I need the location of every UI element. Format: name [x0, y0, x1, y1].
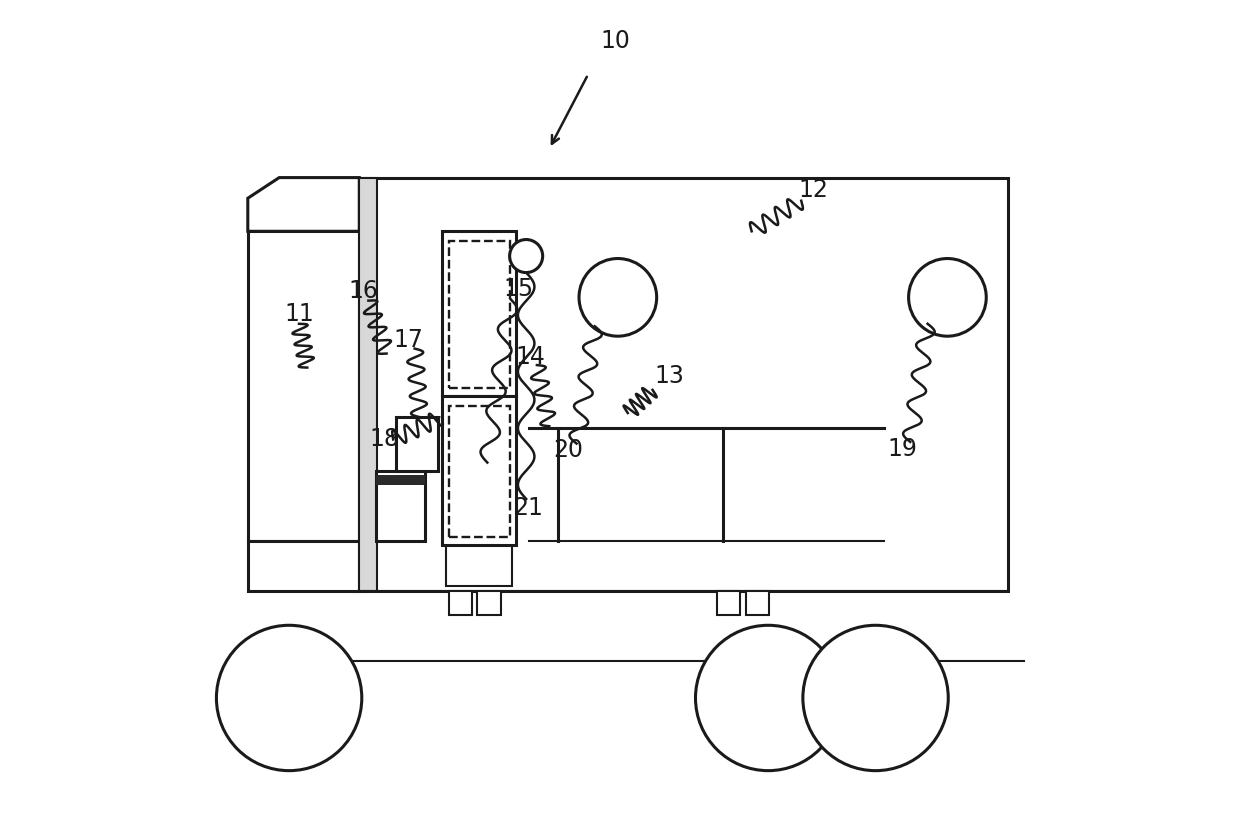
Polygon shape: [248, 178, 359, 231]
Bar: [248, 541, 359, 591]
Bar: [359, 178, 1007, 591]
Circle shape: [908, 259, 986, 336]
Text: 17: 17: [394, 328, 424, 353]
Bar: [449, 241, 509, 388]
Circle shape: [217, 625, 362, 771]
Text: 19: 19: [888, 436, 918, 461]
Bar: [396, 417, 437, 471]
Bar: [375, 475, 425, 485]
Text: 11: 11: [284, 301, 313, 326]
Circle shape: [803, 625, 948, 771]
Text: 18: 18: [369, 427, 399, 452]
Bar: [248, 231, 359, 541]
Bar: [449, 406, 509, 537]
Bar: [446, 545, 512, 586]
Text: 15: 15: [504, 277, 534, 301]
Text: 10: 10: [601, 29, 631, 54]
Bar: [442, 231, 517, 396]
Text: 12: 12: [799, 178, 829, 202]
Bar: [477, 591, 501, 615]
Bar: [746, 591, 769, 615]
Bar: [717, 591, 740, 615]
Text: 14: 14: [515, 344, 545, 369]
Circle shape: [579, 259, 657, 336]
Text: 16: 16: [348, 278, 378, 303]
Circle shape: [695, 625, 841, 771]
Bar: [442, 396, 517, 545]
Circle shape: [509, 240, 543, 273]
Bar: [359, 178, 378, 591]
Bar: [375, 471, 425, 541]
Bar: [449, 591, 472, 615]
Text: 20: 20: [554, 438, 584, 463]
Text: 21: 21: [514, 496, 544, 520]
Text: 13: 13: [654, 363, 684, 388]
